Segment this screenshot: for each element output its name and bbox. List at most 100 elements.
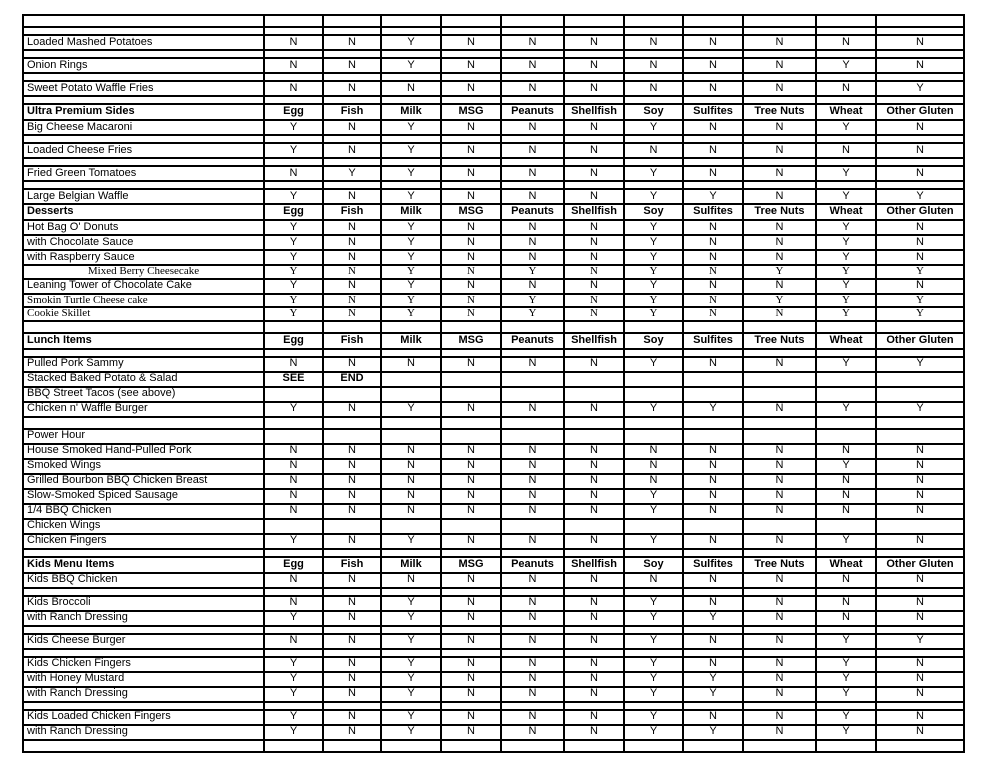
spacer-row (22, 738, 965, 753)
allergen-value: Y (623, 487, 684, 505)
item-row: Smoked Wings N N N N N N N N N Y N (22, 457, 965, 475)
empty-cell (500, 647, 565, 658)
allergen-value: N (742, 502, 817, 520)
allergen-value: N (815, 472, 877, 490)
allergen-value: Y (380, 119, 442, 136)
allergen-value: N (322, 685, 382, 703)
column-header: Shellfish (563, 331, 625, 350)
item-name: Power Hour (22, 427, 265, 445)
allergen-value: Y (623, 685, 684, 703)
allergen-value: N (563, 442, 625, 460)
allergen-value: N (440, 685, 502, 703)
allergen-value: N (563, 219, 625, 236)
allergen-value: Y (623, 165, 684, 182)
empty-cell (500, 586, 565, 597)
allergen-value: Y (815, 234, 877, 251)
spacer-row (22, 700, 965, 711)
allergen-value: Y (815, 655, 877, 673)
empty-cell (380, 49, 442, 59)
allergen-value: Y (875, 80, 965, 97)
allergen-value: N (380, 571, 442, 589)
empty-cell (623, 157, 684, 167)
allergen-value (682, 385, 744, 403)
empty-cell (815, 49, 877, 59)
empty-cell (500, 319, 565, 334)
empty-cell (22, 72, 265, 82)
allergen-value: N (322, 442, 382, 460)
allergen-value: Y (380, 400, 442, 418)
empty-cell (22, 95, 265, 105)
allergen-value: N (623, 57, 684, 74)
empty-cell (22, 26, 265, 36)
allergen-value: Y (682, 670, 744, 688)
allergen-value: Y (500, 306, 565, 322)
allergen-value: Y (742, 292, 817, 309)
allergen-value: N (815, 442, 877, 460)
allergen-value: N (875, 609, 965, 627)
allergen-value (563, 517, 625, 535)
allergen-value: N (440, 723, 502, 741)
column-header: Wheat (815, 555, 877, 574)
empty-cell (682, 347, 744, 358)
item-row: with Ranch Dressing Y N Y N N N Y Y N N N (22, 609, 965, 627)
allergen-value: N (563, 502, 625, 520)
column-header: Peanuts (500, 203, 565, 221)
empty-cell (322, 26, 382, 36)
allergen-value: N (563, 532, 625, 550)
item-name: with Raspberry Sauce (22, 249, 265, 266)
allergen-value: N (500, 632, 565, 650)
empty-cell (380, 157, 442, 167)
allergen-value: N (563, 234, 625, 251)
empty-cell (322, 415, 382, 430)
allergen-value (500, 385, 565, 403)
allergen-value: N (380, 80, 442, 97)
allergen-value (815, 517, 877, 535)
allergen-value: N (500, 400, 565, 418)
allergen-value: Y (623, 400, 684, 418)
allergen-value (682, 427, 744, 445)
empty-cell (500, 26, 565, 36)
empty-cell (500, 347, 565, 358)
allergen-value (563, 385, 625, 403)
allergen-value (322, 427, 382, 445)
spacer-row (22, 134, 965, 144)
empty-cell (440, 319, 502, 334)
allergen-value: N (563, 400, 625, 418)
allergen-value: Y (623, 234, 684, 251)
empty-cell (322, 134, 382, 144)
allergen-value: N (623, 472, 684, 490)
allergen-value: Y (263, 532, 324, 550)
empty-cell (263, 347, 324, 358)
empty-cell (440, 95, 502, 105)
allergen-value: N (440, 457, 502, 475)
column-header: Fish (322, 331, 382, 350)
column-header: Milk (380, 103, 442, 121)
item-row: BBQ Street Tacos (see above) (22, 385, 965, 403)
allergen-value: N (500, 532, 565, 550)
allergen-value: Y (380, 292, 442, 309)
allergen-value: Y (815, 264, 877, 280)
item-row: Onion Rings N N Y N N N N N N Y N (22, 57, 965, 74)
empty-cell (380, 700, 442, 711)
empty-cell (563, 738, 625, 753)
item-name: Slow-Smoked Spiced Sausage (22, 487, 265, 505)
allergen-value: Y (875, 400, 965, 418)
allergen-value: N (563, 472, 625, 490)
allergen-value: Y (380, 34, 442, 51)
spacer-row (22, 547, 965, 558)
allergen-value: N (263, 355, 324, 373)
allergen-value: N (500, 472, 565, 490)
allergen-value: Y (815, 670, 877, 688)
empty-cell (815, 547, 877, 558)
allergen-value: N (440, 655, 502, 673)
allergen-value: Y (815, 532, 877, 550)
item-name: Leaning Tower of Chocolate Cake (22, 277, 265, 295)
allergen-value: N (440, 80, 502, 97)
item-row: Grilled Bourbon BBQ Chicken Breast N N N N N N… (22, 472, 965, 490)
column-header: Sulfites (682, 331, 744, 350)
item-row: Kids Loaded Chicken Fingers Y N Y N N N Y N N Y N (22, 708, 965, 726)
empty-cell (682, 134, 744, 144)
allergen-value: Y (875, 306, 965, 322)
spacer-row (22, 95, 965, 105)
allergen-value: N (440, 57, 502, 74)
